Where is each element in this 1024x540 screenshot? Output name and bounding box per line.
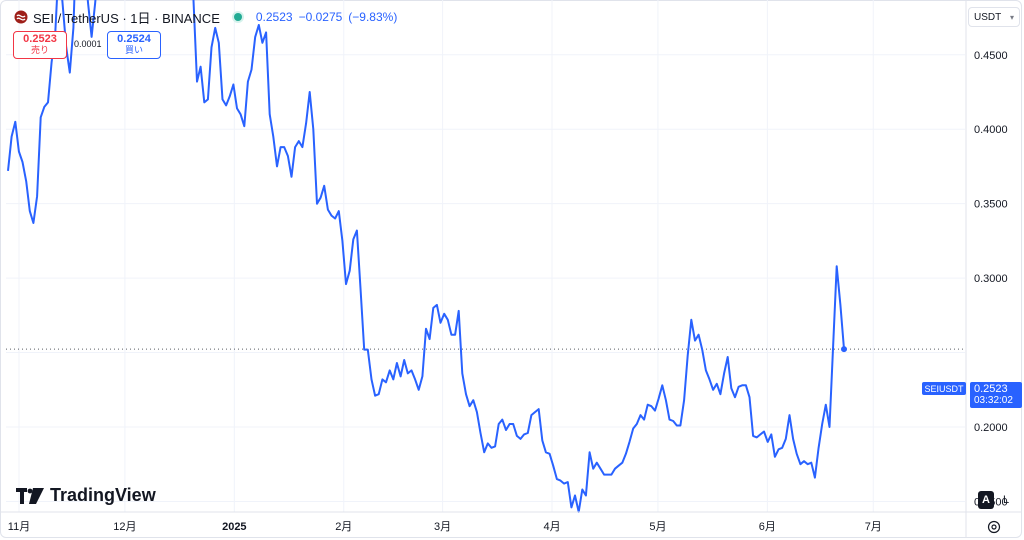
- y-tick-label: 0.4500: [974, 50, 1008, 62]
- price-change: −0.0275: [298, 10, 343, 24]
- chevron-down-icon: ▾: [1009, 12, 1014, 22]
- sei-logo-icon: [14, 10, 28, 24]
- y-tick-label: 0.3000: [974, 273, 1008, 285]
- last-price-dot: [841, 346, 847, 353]
- tradingview-wordmark: TradingView: [50, 485, 156, 505]
- sell-label: 売り: [30, 45, 49, 55]
- x-tick-label: 4月: [543, 521, 560, 533]
- x-tick-label: 12月: [113, 521, 136, 533]
- buy-label: 買い: [124, 45, 143, 55]
- market-status-icon: [233, 13, 242, 21]
- tradingview-logo[interactable]: TradingView: [16, 485, 156, 506]
- chart-grid: [6, 0, 965, 512]
- sell-price: 0.2523: [23, 33, 57, 45]
- x-tick-label: 6月: [759, 521, 776, 533]
- bar-countdown: 03:32:02: [974, 395, 1013, 406]
- x-tick-label: 2月: [335, 521, 352, 533]
- symbol-title[interactable]: SEI / TetherUS · 1日 · BINANCE: [33, 10, 220, 26]
- spread-value: 0.0001: [74, 39, 102, 49]
- symbol-price-tag: SEIUSDT: [922, 382, 966, 395]
- currency-selector[interactable]: USDT ▾: [968, 7, 1020, 27]
- price-change-percent: (−9.83%): [348, 10, 398, 24]
- x-tick-label: 3月: [434, 521, 451, 533]
- y-tick-label: 0.4000: [974, 124, 1008, 136]
- currency-value: USDT: [974, 11, 1002, 23]
- y-tick-label: 0.3500: [974, 199, 1008, 211]
- last-price: 0.2523: [255, 10, 293, 24]
- x-tick-label: 11月: [8, 521, 30, 533]
- sell-button[interactable]: 0.2523 売り: [13, 31, 67, 59]
- auto-scale-button[interactable]: A: [978, 491, 994, 509]
- buy-button[interactable]: 0.2524 買い: [107, 31, 161, 59]
- price-axis-label: 0.2523 03:32:02: [970, 382, 1022, 408]
- series-line-seiusdt: [7, 0, 845, 513]
- y-axis: 0.15000.20000.30000.35000.40000.45000.50…: [965, 0, 1008, 538]
- tradingview-logo-icon: [16, 487, 44, 504]
- x-tick-label: 5月: [649, 521, 666, 533]
- x-tick-label: 2025: [222, 521, 246, 533]
- y-tick-label: 0.2000: [974, 422, 1008, 434]
- price-axis-value: 0.2523: [974, 383, 1008, 395]
- x-axis: 11月 12月 2025 2月 3月 4月 5月 6月 7月: [0, 511, 1022, 533]
- x-tick-label: 7月: [865, 521, 882, 533]
- log-scale-button[interactable]: L: [1002, 494, 1010, 506]
- symbol-header: SEI / TetherUS · 1日 · BINANCE 0.2523 −0.…: [14, 8, 397, 26]
- gear-icon[interactable]: [986, 519, 1002, 535]
- buy-price: 0.2524: [117, 33, 151, 45]
